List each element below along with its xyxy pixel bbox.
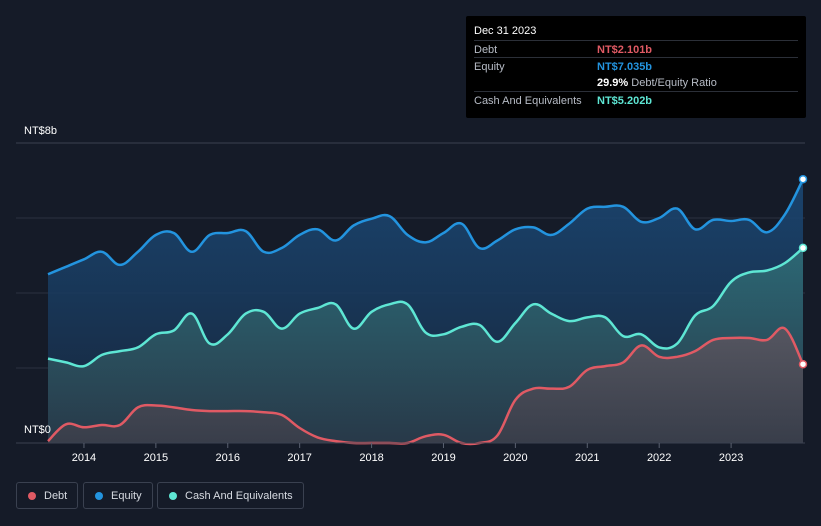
y-axis-bottom-label: NT$0 bbox=[24, 424, 51, 436]
x-tick-label-2022: 2022 bbox=[647, 452, 671, 464]
tooltip-ratio-label: Debt/Equity Ratio bbox=[631, 77, 717, 89]
x-tick-label-2020: 2020 bbox=[503, 452, 527, 464]
tooltip-equity-label: Equity bbox=[474, 61, 505, 73]
tooltip-row-debt: Debt NT$2.101b bbox=[474, 40, 798, 58]
debt-line bbox=[47, 326, 805, 446]
legend-cash-label: Cash And Equivalents bbox=[185, 489, 293, 502]
x-tick-label-2021: 2021 bbox=[575, 452, 599, 464]
tooltip-ratio: 29.9% Debt/Equity Ratio bbox=[597, 77, 717, 89]
x-tick-label-2014: 2014 bbox=[72, 452, 96, 464]
tooltip-debt-label: Debt bbox=[474, 44, 498, 56]
debt-end-marker bbox=[798, 359, 808, 369]
equity-dot-icon bbox=[95, 491, 103, 500]
equity-line bbox=[47, 178, 805, 276]
legend-item-debt[interactable]: Debt bbox=[16, 482, 78, 509]
legend-item-equity[interactable]: Equity bbox=[83, 482, 153, 509]
cash-dot-icon bbox=[169, 491, 177, 500]
tooltip-cash-label: Cash And Equivalents bbox=[474, 95, 582, 107]
tooltip-equity-value: NT$7.035b bbox=[597, 61, 653, 73]
tooltip-row-ratio: 29.9% Debt/Equity Ratio bbox=[474, 74, 798, 91]
cash-end-marker bbox=[798, 243, 808, 253]
x-tick-label-2019: 2019 bbox=[431, 452, 455, 464]
cash-line bbox=[47, 246, 804, 368]
tooltip-row-equity: Equity NT$7.035b bbox=[474, 57, 798, 75]
x-tick-label-2017: 2017 bbox=[287, 452, 311, 464]
legend-item-cash[interactable]: Cash And Equivalents bbox=[157, 482, 304, 509]
debt-dot-icon bbox=[28, 491, 36, 500]
x-tick-label-2023: 2023 bbox=[719, 452, 743, 464]
tooltip-ratio-value: 29.9% bbox=[597, 77, 629, 89]
debt-area bbox=[48, 327, 803, 445]
equity-end-marker bbox=[798, 174, 808, 184]
x-tick-label-2015: 2015 bbox=[144, 452, 168, 464]
tooltip-cash-value: NT$5.202b bbox=[597, 95, 653, 107]
tooltip-debt-value: NT$2.101b bbox=[597, 44, 653, 56]
tooltip: Dec 31 2023 Debt NT$2.101b Equity NT$7.0… bbox=[466, 16, 806, 118]
legend-debt-label: Debt bbox=[44, 489, 68, 502]
legend-equity-label: Equity bbox=[111, 489, 142, 502]
x-tick-label-2018: 2018 bbox=[359, 452, 383, 464]
tooltip-row-cash: Cash And Equivalents NT$5.202b bbox=[474, 91, 798, 109]
tooltip-date: Dec 31 2023 bbox=[474, 25, 537, 37]
y-axis-top-label: NT$8b bbox=[24, 125, 58, 137]
x-tick-label-2016: 2016 bbox=[216, 452, 240, 464]
